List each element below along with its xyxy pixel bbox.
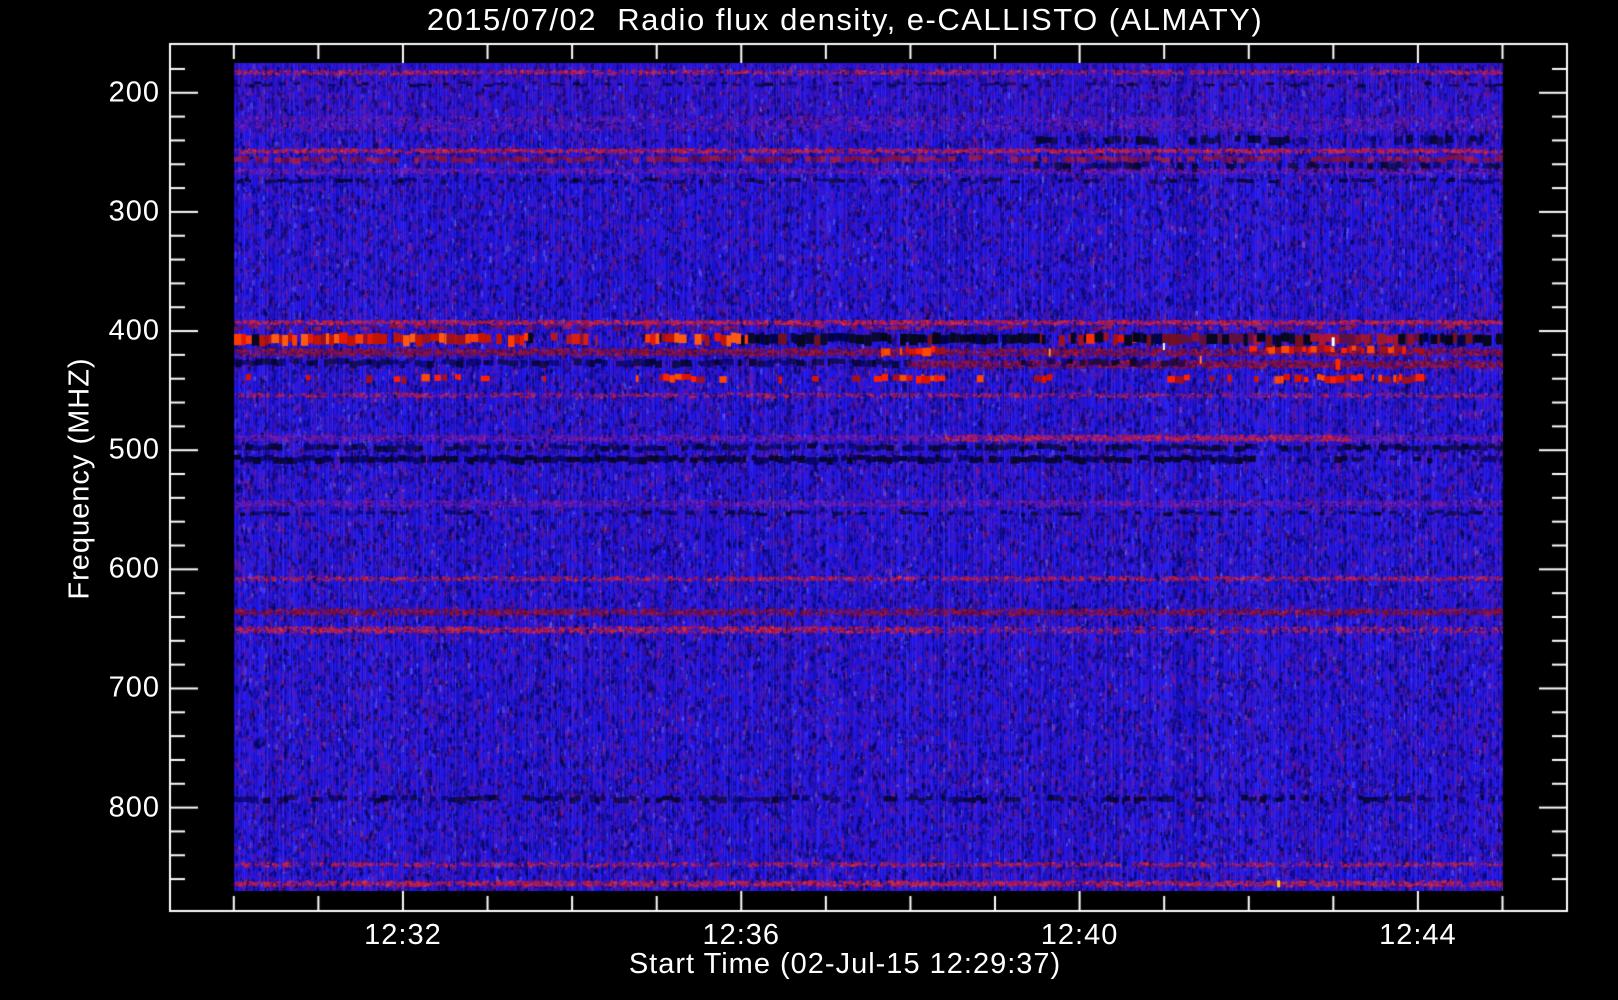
y-tick-label: 200	[108, 76, 160, 109]
y-tick-label: 800	[108, 791, 160, 824]
x-axis-label: Start Time (02-Jul-15 12:29:37)	[628, 948, 1062, 980]
x-tick-label: 12:36	[702, 919, 781, 951]
y-tick-label: 400	[108, 314, 160, 347]
y-tick-label: 500	[108, 433, 160, 466]
y-tick-label: 600	[108, 552, 160, 585]
chart-title: 2015/07/02 Radio flux density, e-CALLIST…	[426, 2, 1264, 37]
x-tick-label: 12:40	[1040, 919, 1119, 951]
x-tick-label: 12:32	[364, 919, 442, 951]
y-tick-label: 700	[108, 671, 160, 704]
y-tick-label: 300	[108, 195, 160, 228]
x-tick-label: 12:44	[1379, 919, 1457, 951]
